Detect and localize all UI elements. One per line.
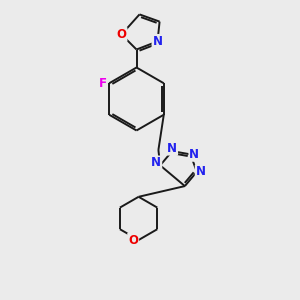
Text: F: F: [99, 77, 106, 90]
Text: O: O: [116, 28, 127, 41]
Text: N: N: [167, 142, 177, 154]
Text: O: O: [128, 233, 138, 247]
Text: N: N: [152, 35, 163, 48]
Text: N: N: [151, 157, 161, 169]
Text: N: N: [189, 148, 200, 161]
Text: N: N: [196, 165, 206, 178]
